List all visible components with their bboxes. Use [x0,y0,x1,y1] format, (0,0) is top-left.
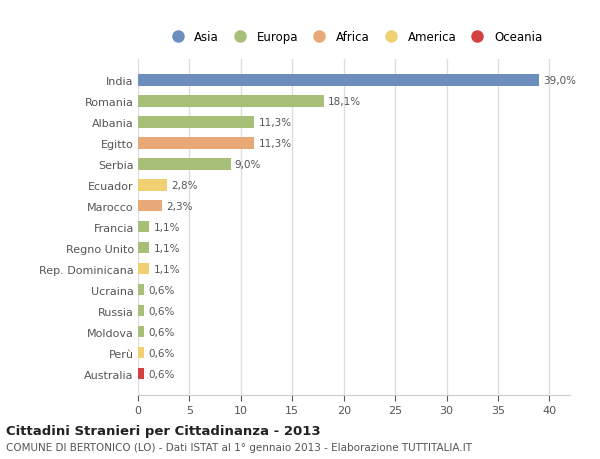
Bar [138,96,324,107]
Bar [138,159,230,170]
Text: COMUNE DI BERTONICO (LO) - Dati ISTAT al 1° gennaio 2013 - Elaborazione TUTTITAL: COMUNE DI BERTONICO (LO) - Dati ISTAT al… [6,442,472,452]
Bar [138,75,539,86]
Legend: Asia, Europa, Africa, America, Oceania: Asia, Europa, Africa, America, Oceania [163,29,545,46]
Bar [138,117,254,128]
Text: 1,1%: 1,1% [154,264,180,274]
Text: 2,3%: 2,3% [166,202,192,211]
Bar [138,368,144,380]
Text: 18,1%: 18,1% [328,96,361,106]
Text: 0,6%: 0,6% [148,348,175,358]
Bar [138,242,149,254]
Bar [138,305,144,317]
Bar [138,347,144,358]
Bar [138,138,254,149]
Text: 1,1%: 1,1% [154,222,180,232]
Text: Cittadini Stranieri per Cittadinanza - 2013: Cittadini Stranieri per Cittadinanza - 2… [6,424,320,437]
Bar [138,284,144,296]
Bar [138,201,161,212]
Bar [138,263,149,275]
Bar [138,221,149,233]
Text: 2,8%: 2,8% [171,180,197,190]
Text: 0,6%: 0,6% [148,369,175,379]
Bar [138,326,144,338]
Text: 0,6%: 0,6% [148,285,175,295]
Bar [138,179,167,191]
Text: 11,3%: 11,3% [259,139,292,148]
Text: 9,0%: 9,0% [235,159,261,169]
Text: 0,6%: 0,6% [148,327,175,337]
Text: 39,0%: 39,0% [543,76,576,86]
Text: 0,6%: 0,6% [148,306,175,316]
Text: 1,1%: 1,1% [154,243,180,253]
Text: 11,3%: 11,3% [259,118,292,128]
